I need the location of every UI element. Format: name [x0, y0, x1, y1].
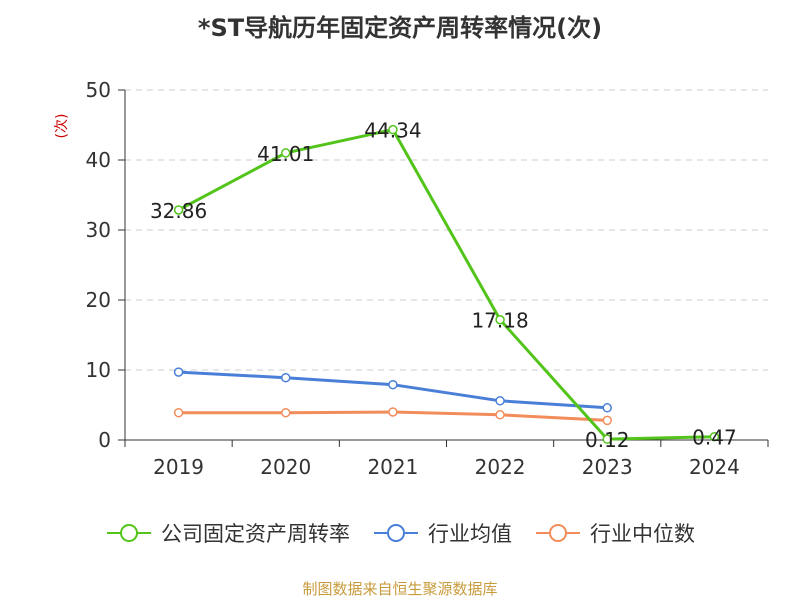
series-lines: [173, 124, 720, 444]
data-point: [281, 407, 291, 418]
data-label: 44.34: [364, 119, 421, 143]
data-point: [495, 396, 505, 406]
data-point: [602, 434, 612, 444]
x-tick-label: 2019: [153, 455, 204, 479]
x-tick-label: 2023: [582, 455, 633, 479]
x-tick-label: 2024: [689, 455, 740, 479]
data-point: [495, 314, 505, 325]
legend-item: 行业中位数: [534, 518, 695, 548]
legend-item: 公司固定资产周转率: [105, 518, 350, 548]
data-label: 41.01: [257, 142, 314, 166]
data-point: [173, 407, 184, 418]
y-tick-label: 20: [86, 288, 111, 312]
legend-item: 行业均值: [372, 518, 512, 548]
axes: 0 10 20 30 40 50 2019 2020 2021 2022 2023 2024: [86, 78, 769, 479]
data-point: [388, 407, 398, 417]
legend: 公司固定资产周转率 行业均值 行业中位数: [0, 518, 800, 548]
legend-label: 公司固定资产周转率: [161, 522, 350, 546]
data-label: 0.12: [585, 428, 630, 452]
data-label: 17.18: [471, 309, 528, 333]
legend-circle: [120, 524, 138, 542]
legend-marker-icon: [374, 524, 418, 542]
legend-circle: [549, 524, 567, 542]
x-tick-label: 2020: [260, 455, 311, 479]
data-point: [281, 372, 291, 383]
source-note: 制图数据来自恒生聚源数据库: [302, 580, 498, 598]
y-tick-label: 0: [98, 428, 111, 452]
legend-circle: [387, 524, 405, 542]
data-point: [388, 379, 398, 390]
legend-label: 行业中位数: [590, 522, 695, 546]
series-line: [178, 370, 608, 410]
legend-label: 行业均值: [428, 522, 512, 546]
data-point: [281, 148, 291, 158]
data-labels: 32.86 41.01 44.34 17.18 0.12 0.47: [150, 119, 737, 453]
data-point: [709, 431, 720, 442]
data-label: 0.47: [692, 426, 737, 450]
data-point: [173, 205, 184, 215]
y-tick-label: 50: [86, 78, 111, 102]
y-tick-label: 10: [86, 358, 111, 382]
data-label: 32.86: [150, 199, 207, 223]
legend-marker-icon: [536, 524, 580, 542]
data-point: [602, 403, 612, 413]
y-tick-label: 40: [86, 148, 111, 172]
x-tick-label: 2022: [475, 455, 526, 479]
legend-marker-icon: [107, 524, 151, 542]
data-point: [602, 415, 612, 426]
data-point: [173, 367, 184, 377]
chart-title: *ST导航历年固定资产周转率情况(次): [197, 14, 603, 42]
y-tick-label: 30: [86, 218, 111, 242]
x-tick-label: 2021: [367, 455, 418, 479]
series-line: [177, 128, 715, 441]
data-point: [388, 124, 398, 135]
y-axis-label: (次): [54, 114, 70, 139]
data-point: [495, 410, 505, 420]
grid-lines: [125, 89, 768, 371]
